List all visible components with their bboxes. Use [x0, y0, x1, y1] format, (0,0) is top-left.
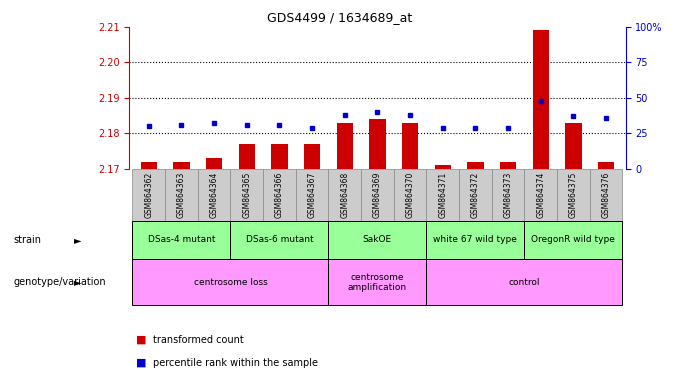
Bar	[239, 144, 255, 169]
Text: GSM864368: GSM864368	[340, 172, 350, 218]
Bar	[173, 162, 190, 169]
Bar	[402, 123, 418, 169]
Bar	[565, 123, 581, 169]
Text: transformed count: transformed count	[153, 335, 243, 345]
Text: GSM864369: GSM864369	[373, 172, 382, 218]
Bar	[271, 144, 288, 169]
Text: strain: strain	[14, 235, 41, 245]
Bar	[598, 162, 614, 169]
Text: GSM864372: GSM864372	[471, 172, 480, 218]
Text: GSM864371: GSM864371	[438, 172, 447, 218]
Bar	[141, 162, 157, 169]
Text: GSM864367: GSM864367	[307, 172, 317, 218]
Text: GSM864374: GSM864374	[537, 172, 545, 218]
Text: GSM864366: GSM864366	[275, 172, 284, 218]
Text: centrosome
amplification: centrosome amplification	[348, 273, 407, 292]
Bar	[532, 30, 549, 169]
Text: GSM864373: GSM864373	[503, 172, 513, 218]
Text: control: control	[509, 278, 540, 287]
Text: centrosome loss: centrosome loss	[194, 278, 267, 287]
Bar	[337, 123, 353, 169]
Text: DSas-6 mutant: DSas-6 mutant	[245, 235, 313, 245]
Bar	[304, 144, 320, 169]
Text: GSM864375: GSM864375	[569, 172, 578, 218]
Text: GSM864365: GSM864365	[242, 172, 252, 218]
Text: GSM864362: GSM864362	[144, 172, 153, 218]
Bar	[369, 119, 386, 169]
Text: percentile rank within the sample: percentile rank within the sample	[153, 358, 318, 368]
Text: GSM864364: GSM864364	[209, 172, 218, 218]
Text: SakOE: SakOE	[363, 235, 392, 245]
Bar	[435, 166, 451, 169]
Bar	[206, 158, 222, 169]
Text: ■: ■	[136, 335, 146, 345]
Text: white 67 wild type: white 67 wild type	[433, 235, 517, 245]
Text: DSas-4 mutant: DSas-4 mutant	[148, 235, 215, 245]
Text: OregonR wild type: OregonR wild type	[531, 235, 615, 245]
Bar	[467, 162, 483, 169]
Text: GDS4499 / 1634689_at: GDS4499 / 1634689_at	[267, 12, 413, 25]
Text: ►: ►	[74, 277, 82, 287]
Text: GSM864363: GSM864363	[177, 172, 186, 218]
Text: genotype/variation: genotype/variation	[14, 277, 106, 287]
Text: ■: ■	[136, 358, 146, 368]
Text: GSM864376: GSM864376	[602, 172, 611, 218]
Text: GSM864370: GSM864370	[405, 172, 415, 218]
Text: ►: ►	[74, 235, 82, 245]
Bar	[500, 162, 516, 169]
